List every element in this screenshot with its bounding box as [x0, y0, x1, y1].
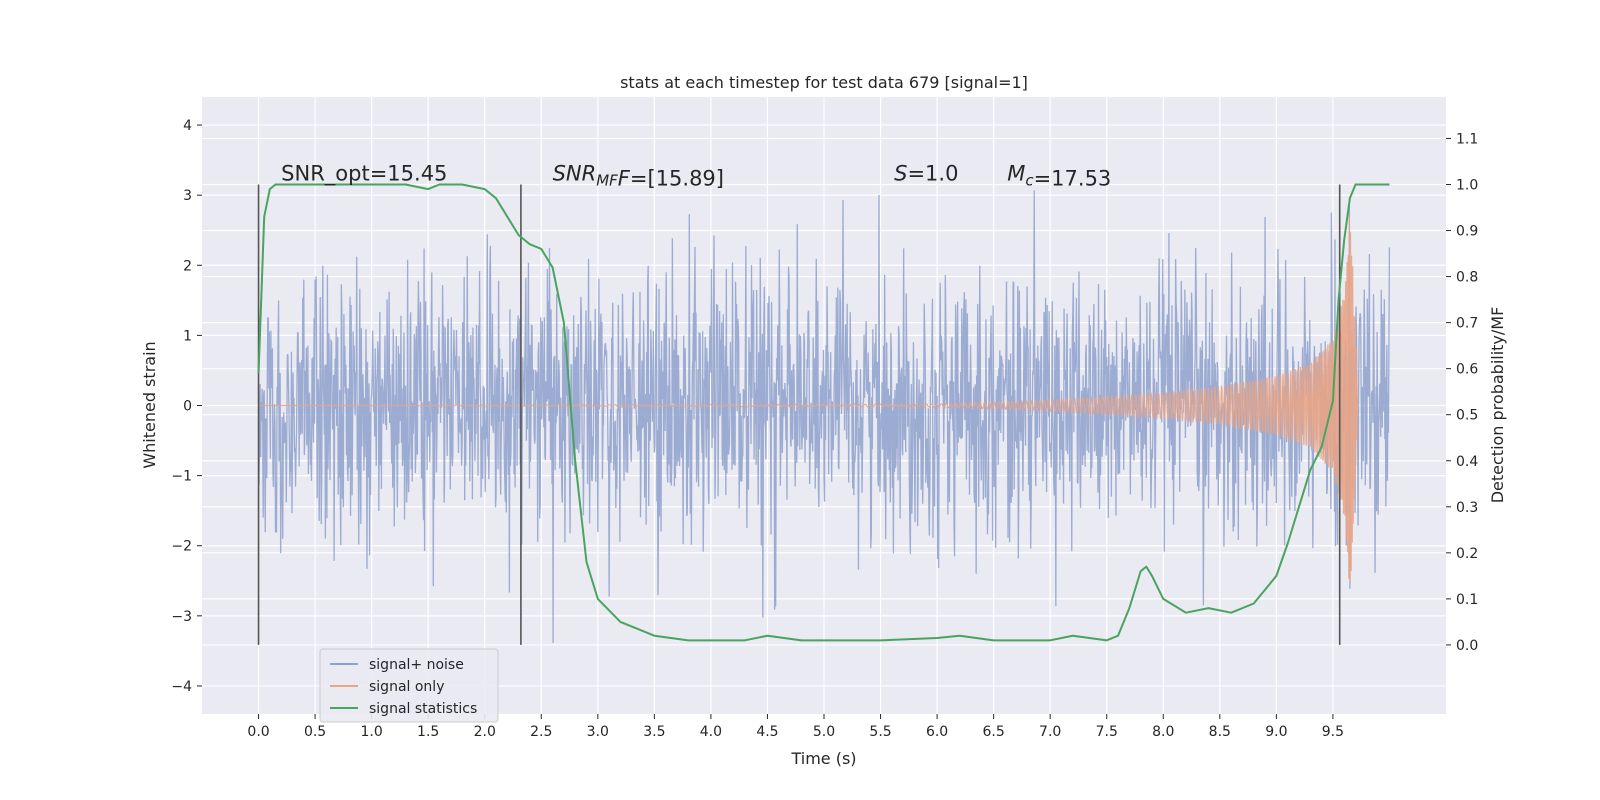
x-tick-label: 2.0	[474, 724, 496, 740]
y2-tick-label: 1.0	[1456, 177, 1478, 193]
x-tick-label: 7.5	[1096, 724, 1118, 740]
x-tick-label: 5.5	[869, 724, 891, 740]
y2-tick-label: 0.9	[1456, 224, 1478, 240]
x-tick-label: 4.0	[700, 724, 722, 740]
y-axis-title: Whitened strain	[140, 341, 159, 468]
x-tick-label: 0.0	[247, 724, 269, 740]
legend-label: signal only	[369, 679, 444, 695]
y2-tick-label: 0.8	[1456, 270, 1478, 286]
legend: signal+ noise signal only signal statistic…	[319, 648, 499, 723]
y2-tick-label: 0.7	[1456, 316, 1478, 332]
annotations: SNR_opt=15.45 SNRMFF=[15.89] S=1.0 Mc=17.53	[281, 161, 1111, 190]
x-tick-label: 1.5	[417, 724, 439, 740]
annotation-text: S=1.0	[894, 161, 958, 185]
annotation-text: SNRMFF=[15.89]	[553, 161, 724, 190]
signal-only-line	[258, 215, 1359, 582]
y-tick-label: 0	[183, 399, 192, 415]
y2-tick-label: 0.2	[1456, 546, 1478, 562]
y-tick-label: 4	[183, 118, 192, 134]
x-tick-label: 8.0	[1152, 724, 1174, 740]
axes: 0.0 0.5 1.0 1.5 2.0 2.5 3.0 3.5 4.0 4.5 5.0 5.5 6.0 6…	[171, 118, 1478, 740]
y2-tick-label: 0.1	[1456, 592, 1478, 608]
signal-statistics-line	[257, 183, 1390, 642]
y-tick-label: −4	[171, 679, 192, 695]
annotation-text: SNR_opt=15.45	[281, 161, 447, 186]
annotation-part: MF	[596, 171, 618, 189]
x-tick-label: 0.5	[304, 724, 326, 740]
x-axis-title: Time (s)	[790, 749, 856, 768]
y2-axis-title: Detection probability/MF	[1488, 307, 1507, 504]
x-tick-label: 3.5	[643, 724, 665, 740]
x-tick-label: 9.5	[1322, 724, 1344, 740]
y-tick-label: 3	[183, 188, 192, 204]
x-tick-label: 4.5	[756, 724, 778, 740]
y2-tick-label: 0.5	[1456, 408, 1478, 424]
annotation-part: F	[618, 166, 631, 190]
y-tick-label: −1	[171, 469, 192, 485]
y-tick-label: 1	[183, 328, 192, 344]
y2-tick-label: 0.0	[1456, 638, 1478, 654]
x-tick-label: 6.0	[926, 724, 948, 740]
x-tick-label: 1.0	[361, 724, 383, 740]
y-tick-label: −2	[171, 539, 192, 555]
annotation-part: S	[894, 161, 907, 185]
annotation-part: =1.0	[907, 161, 958, 185]
legend-label: signal+ noise	[369, 657, 464, 673]
annotation-part: M	[1007, 161, 1025, 185]
legend-box	[319, 648, 499, 723]
y2-tick-label: 0.3	[1456, 500, 1478, 516]
chart-title: stats at each timestep for test data 679…	[620, 73, 1028, 92]
annotation-part: =17.53	[1034, 166, 1112, 190]
annotation-text: Mc=17.53	[1007, 161, 1111, 190]
x-tick-label: 6.5	[983, 724, 1005, 740]
x-tick-label: 9.0	[1265, 724, 1287, 740]
legend-label: signal statistics	[369, 701, 477, 717]
y2-tick-label: 1.1	[1456, 131, 1478, 147]
y-tick-label: 2	[183, 258, 192, 274]
y2-tick-label: 0.6	[1456, 362, 1478, 378]
x-tick-label: 8.5	[1209, 724, 1231, 740]
annotation-part: SNR	[553, 161, 597, 185]
annotation-part: =[15.89]	[630, 166, 724, 190]
series-signal-statistics	[257, 183, 1390, 642]
x-tick-label: 3.0	[587, 724, 609, 740]
x-tick-label: 5.0	[813, 724, 835, 740]
annotation-part: c	[1025, 171, 1034, 189]
annotation-part: SNR_opt=15.45	[281, 161, 447, 186]
x-tick-label: 7.0	[1039, 724, 1061, 740]
vertical-markers	[257, 184, 1341, 645]
x-tick-label: 2.5	[530, 724, 552, 740]
y-tick-label: −3	[171, 609, 192, 625]
y2-tick-label: 0.4	[1456, 454, 1478, 470]
series-signal-only	[258, 215, 1359, 582]
